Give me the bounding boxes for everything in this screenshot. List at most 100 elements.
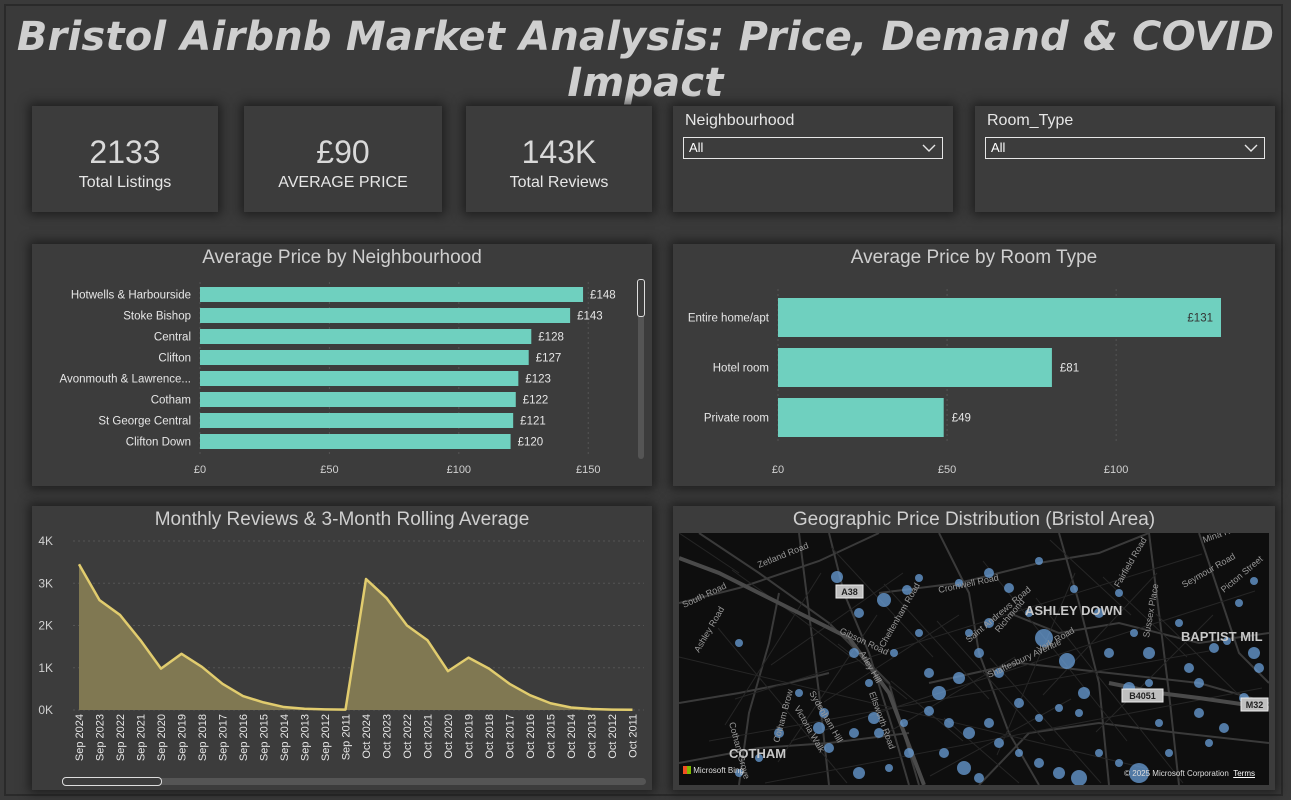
vertical-scrollbar[interactable] [638,279,644,459]
y-tick-label: 1K [38,661,53,675]
slicer-title: Room_Type [987,112,1074,129]
x-tick-label: Oct 2019 [464,714,476,759]
map-minor-road [943,717,1020,784]
map-point [849,728,859,738]
map-point [1235,599,1243,607]
bar [778,298,1221,337]
terms-link[interactable]: Terms [1233,769,1255,778]
dropdown-value: All [689,140,704,155]
x-tick-label: £0 [772,464,784,476]
map-point [865,679,873,687]
map-point [924,706,934,716]
x-tick-label: Sep 2023 [95,714,107,761]
map-minor-road [936,620,1046,742]
map-point [874,728,884,738]
kpi-label: Total Reviews [509,174,609,191]
map-point [974,648,984,658]
bing-logo: Microsoft Bing [683,766,744,775]
category-label: St George Central [98,416,191,428]
neighbourhood-slicer: Neighbourhood All [673,106,953,212]
kpi-label: AVERAGE PRICE [278,174,408,191]
map-point [1025,609,1033,617]
category-label: Hotwells & Harbourside [71,290,191,302]
map-point [735,639,743,647]
chevron-down-icon [1244,144,1258,152]
bar [200,350,529,365]
report-title: Bristol Airbnb Market Analysis: Price, D… [16,14,1275,106]
map-point [994,738,1004,748]
road-badge-label: M32 [1246,700,1264,710]
map-point [902,585,912,595]
x-tick-label: Oct 2024 [361,714,373,759]
room-type-slicer: Room_Type All [975,106,1275,212]
x-tick-label: Sep 2019 [177,714,189,761]
x-tick-label: Oct 2022 [402,714,414,759]
kpi-value: £90 [316,134,370,170]
map-point [984,618,994,628]
map-road [679,533,880,604]
map-minor-road [1042,572,1158,696]
map-road [878,533,1150,594]
street-label: Saint Andrews Road [964,584,1033,644]
x-tick-label: Sep 2022 [115,714,127,761]
scrollbar-thumb[interactable] [62,777,162,786]
x-tick-label: £150 [576,464,600,476]
map-point [984,718,994,728]
map-point [1055,704,1063,712]
map-point [924,668,934,678]
map-point [824,743,834,753]
x-tick-label: Sep 2011 [341,714,353,760]
map-road [1148,533,1180,785]
category-label: Stoke Bishop [123,311,191,323]
x-tick-label: Sep 2021 [136,714,148,761]
map-minor-road [679,533,740,574]
neighbourhood-bar-svg: £0 £50 £100 £150 Hotwells & Harbourside £148 S… [60,282,616,476]
map-point [1219,723,1229,733]
map-point [1129,763,1149,783]
category-label: Avonmouth & Lawrence... [60,374,191,386]
map-canvas[interactable]: ASHLEY DOWN BAPTIST MIL COTHAM Zetland Road… [679,533,1269,785]
x-tick-label: Oct 2018 [484,714,496,759]
map-point [1209,643,1219,653]
map-minor-road [1035,597,1184,784]
neighbourhood-price-chart: Average Price by Neighbourhood £0 £50 £100… [32,244,652,486]
map-point [795,689,803,697]
x-tick-label: Oct 2016 [525,714,537,759]
x-tick-label: £0 [194,464,206,476]
map-copyright: © 2025 Microsoft Corporation Terms [1124,769,1255,778]
bar [200,434,511,449]
map-point [904,748,914,758]
map-road [798,533,830,785]
data-label: £143 [577,311,603,323]
map-point [831,571,843,583]
map-minor-road [929,698,1072,777]
map-point [853,767,865,779]
category-label: Hotel room [713,363,769,375]
kpi-value: 143K [521,134,597,170]
street-label: Ashley Road [692,605,726,654]
map-minor-road [1095,614,1214,733]
neighbourhood-dropdown[interactable]: All [683,137,943,159]
map-road [1058,533,1110,785]
map-point [890,649,898,657]
road-badge-label: A38 [841,587,858,597]
room-type-dropdown[interactable]: All [985,137,1265,159]
kpi-card-average-price: £90 AVERAGE PRICE [244,106,442,212]
report-frame [4,4,1283,796]
windows-logo-icon [683,766,691,774]
map-minor-road [708,650,1210,742]
map-minor-road [1049,539,1132,616]
x-tick-label: Sep 2017 [218,714,230,761]
map-point [900,719,908,727]
map-point [1223,637,1231,645]
horizontal-scrollbar[interactable] [62,778,646,785]
district-label: BAPTIST MIL [1181,629,1263,644]
data-label: £128 [538,332,564,344]
map-point [1034,758,1044,768]
reviews-area-svg: 0K 1K 2K 3K 4K Sep 2024 Sep 2023 Sep 2022 Sep 20… [38,534,644,761]
map-point [774,728,784,738]
scrollbar-thumb[interactable] [637,279,645,317]
map-point [819,708,829,718]
chart-title: Average Price by Neighbourhood [202,247,482,268]
